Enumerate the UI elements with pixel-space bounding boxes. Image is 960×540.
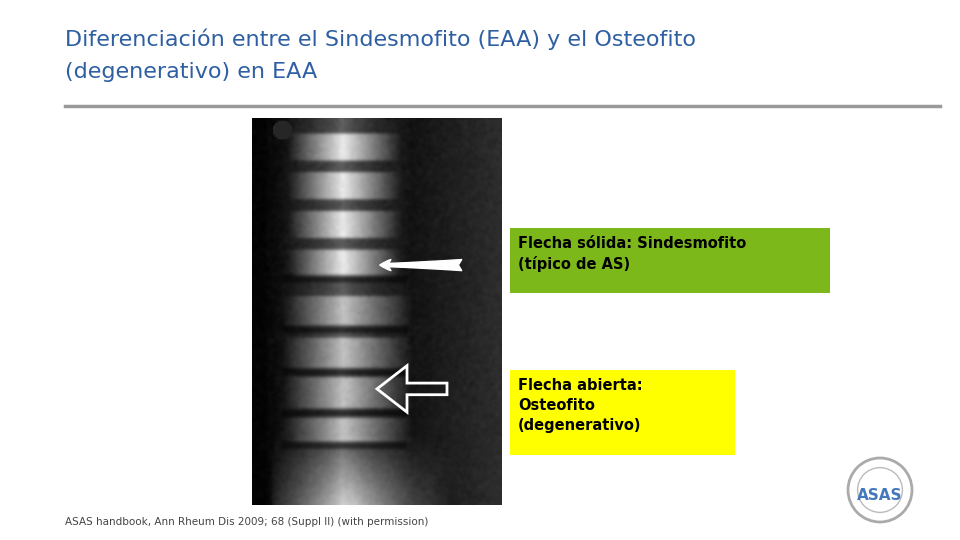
- Bar: [510, 228, 830, 293]
- Text: ASAS handbook, Ann Rheum Dis 2009; 68 (Suppl II) (with permission): ASAS handbook, Ann Rheum Dis 2009; 68 (S…: [65, 517, 428, 527]
- Text: Diferenciación entre el Sindesmofito (EAA) y el Osteofito: Diferenciación entre el Sindesmofito (EA…: [65, 28, 696, 50]
- Text: ASAS: ASAS: [857, 489, 902, 503]
- Bar: [510, 370, 735, 455]
- Text: Flecha abierta:
Osteofito
(degenerativo): Flecha abierta: Osteofito (degenerativo): [518, 378, 642, 433]
- Text: (degenerativo) en EAA: (degenerativo) en EAA: [65, 62, 317, 82]
- Text: Flecha sólida: Sindesmofito
(típico de AS): Flecha sólida: Sindesmofito (típico de A…: [518, 236, 746, 272]
